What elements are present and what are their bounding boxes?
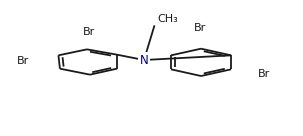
Text: Br: Br bbox=[258, 69, 270, 79]
Text: Br: Br bbox=[17, 56, 29, 66]
Text: N: N bbox=[140, 53, 148, 67]
Text: CH₃: CH₃ bbox=[158, 14, 178, 24]
Text: Br: Br bbox=[83, 27, 95, 37]
Text: Br: Br bbox=[194, 23, 206, 33]
